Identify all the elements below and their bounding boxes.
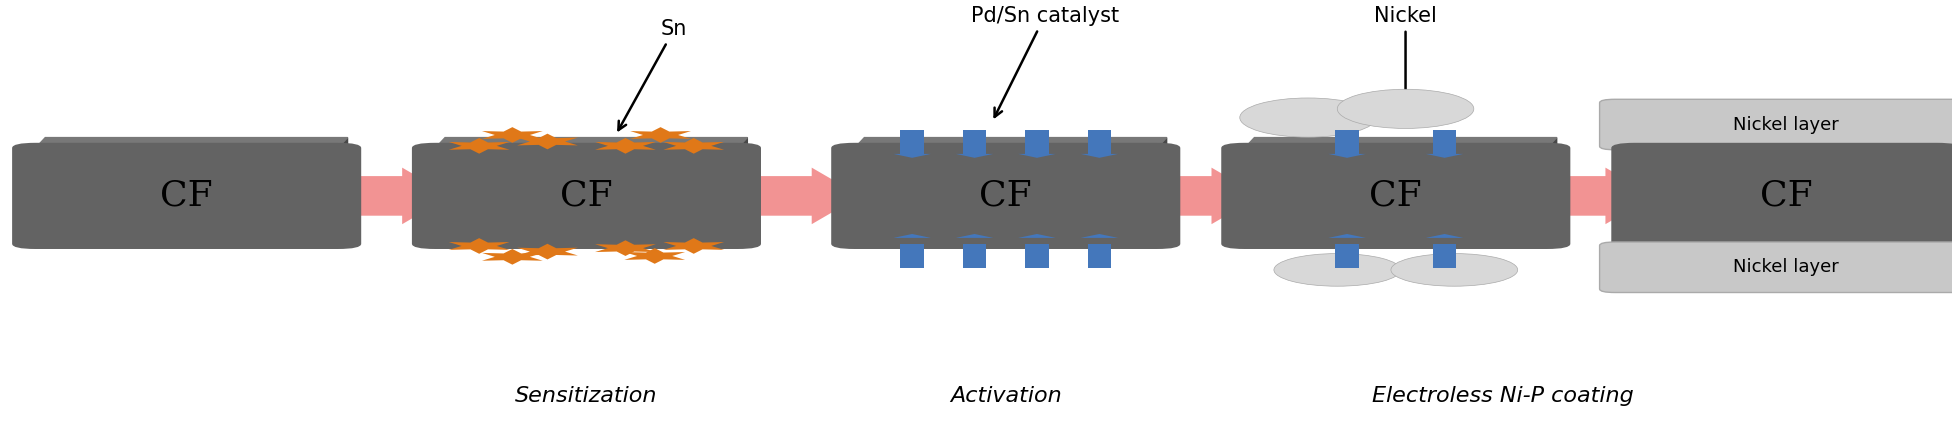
FancyBboxPatch shape [900, 130, 924, 154]
Polygon shape [449, 138, 510, 153]
Polygon shape [893, 234, 932, 238]
FancyBboxPatch shape [963, 244, 986, 268]
Text: Activation: Activation [949, 386, 1062, 406]
Ellipse shape [1391, 254, 1517, 286]
Polygon shape [955, 234, 994, 238]
Polygon shape [1018, 154, 1057, 158]
Polygon shape [436, 138, 748, 148]
Text: CF: CF [980, 179, 1031, 213]
FancyBboxPatch shape [12, 143, 361, 249]
FancyBboxPatch shape [1088, 130, 1111, 154]
Polygon shape [1156, 138, 1166, 239]
Polygon shape [1018, 234, 1057, 238]
Text: Pd/Sn catalyst: Pd/Sn catalyst [971, 6, 1119, 117]
FancyBboxPatch shape [1600, 242, 1953, 292]
Polygon shape [1244, 138, 1557, 148]
Ellipse shape [1273, 254, 1400, 286]
Polygon shape [482, 249, 543, 265]
Text: Nickel layer: Nickel layer [1732, 116, 1838, 134]
Text: CF: CF [160, 179, 213, 213]
Polygon shape [631, 127, 691, 143]
FancyBboxPatch shape [412, 143, 762, 249]
Polygon shape [518, 134, 578, 149]
Text: Sensitization: Sensitization [516, 386, 658, 406]
Text: Nickel layer: Nickel layer [1732, 258, 1838, 276]
Polygon shape [338, 138, 348, 239]
FancyBboxPatch shape [1025, 130, 1049, 154]
Polygon shape [518, 244, 578, 259]
Ellipse shape [1240, 98, 1377, 137]
Polygon shape [625, 248, 686, 264]
Text: Nickel: Nickel [1375, 6, 1437, 116]
Polygon shape [664, 138, 725, 153]
FancyBboxPatch shape [1088, 244, 1111, 268]
Polygon shape [664, 238, 725, 254]
Polygon shape [35, 138, 348, 148]
Polygon shape [1937, 138, 1947, 239]
Polygon shape [324, 168, 451, 224]
Polygon shape [596, 240, 656, 256]
Polygon shape [955, 154, 994, 158]
FancyBboxPatch shape [963, 130, 986, 154]
Polygon shape [1133, 168, 1260, 224]
Polygon shape [738, 138, 748, 239]
Polygon shape [449, 238, 510, 254]
Polygon shape [1527, 168, 1654, 224]
FancyBboxPatch shape [1025, 244, 1049, 268]
Polygon shape [1426, 154, 1463, 158]
FancyBboxPatch shape [1434, 130, 1457, 154]
Text: Electroless Ni-P coating: Electroless Ni-P coating [1373, 386, 1635, 406]
FancyBboxPatch shape [1600, 99, 1953, 150]
FancyBboxPatch shape [1336, 244, 1359, 268]
FancyBboxPatch shape [1221, 143, 1570, 249]
Polygon shape [734, 168, 861, 224]
Polygon shape [1426, 234, 1463, 238]
Polygon shape [596, 138, 656, 153]
Polygon shape [1635, 138, 1947, 148]
Polygon shape [1080, 154, 1117, 158]
Text: CF: CF [1369, 179, 1422, 213]
Polygon shape [855, 138, 1166, 148]
Polygon shape [1547, 138, 1557, 239]
FancyBboxPatch shape [900, 244, 924, 268]
Polygon shape [893, 154, 932, 158]
Polygon shape [1080, 234, 1117, 238]
Polygon shape [1328, 234, 1365, 238]
Text: CF: CF [561, 179, 613, 213]
Ellipse shape [1338, 89, 1475, 128]
FancyBboxPatch shape [832, 143, 1180, 249]
FancyBboxPatch shape [1336, 130, 1359, 154]
Polygon shape [1328, 154, 1365, 158]
Text: CF: CF [1760, 179, 1812, 213]
FancyBboxPatch shape [1611, 143, 1953, 249]
FancyBboxPatch shape [1434, 244, 1457, 268]
Polygon shape [482, 127, 543, 143]
Text: Sn: Sn [619, 19, 687, 130]
